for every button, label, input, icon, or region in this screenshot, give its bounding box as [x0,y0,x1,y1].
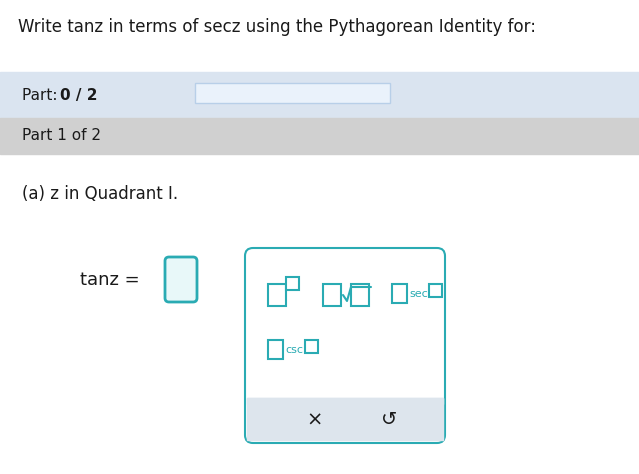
Text: Part:: Part: [22,88,63,102]
Text: Part 1 of 2: Part 1 of 2 [22,128,101,144]
Bar [247,398,443,404]
Bar [286,277,299,290]
Bar [195,83,390,103]
Text: ×: × [307,410,323,429]
FancyBboxPatch shape [245,248,445,443]
Text: 0 / 2: 0 / 2 [60,88,98,102]
Bar [0,118,639,154]
Bar [305,340,318,353]
Text: Write tanz in terms of secz using the Pythagorean Identity for:: Write tanz in terms of secz using the Py… [18,18,536,36]
Bar [392,284,407,303]
Bar [268,340,283,359]
Text: (a) z in Quadrant I.: (a) z in Quadrant I. [22,185,178,203]
Bar [0,72,639,118]
Bar [351,284,369,306]
Bar [247,398,443,440]
Text: sec: sec [409,289,427,299]
Bar [429,284,442,297]
Bar [323,284,341,306]
Bar [268,284,286,306]
Text: csc: csc [285,345,303,355]
Text: ↺: ↺ [381,410,397,429]
Bar [0,154,639,474]
FancyBboxPatch shape [165,257,197,302]
Text: tanz =: tanz = [80,271,140,289]
